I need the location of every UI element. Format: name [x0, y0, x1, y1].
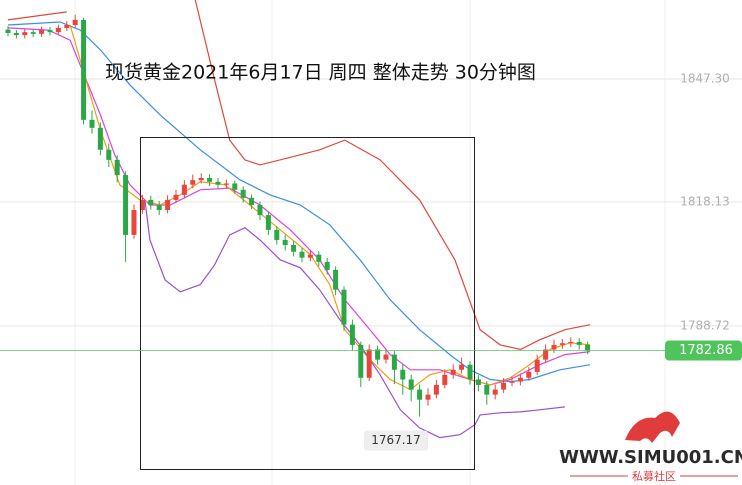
candle-body: [114, 159, 120, 176]
vertical-grid: [74, 0, 666, 485]
labels: 1847.30 1818.13 1788.72 1782.86 1767.17: [0, 71, 742, 451]
candle-body: [257, 204, 263, 216]
candle-body: [64, 24, 70, 28]
candle-body: [22, 32, 28, 36]
indicator-line: [144, 199, 565, 439]
candle-body: [459, 364, 465, 370]
candle-body: [173, 194, 179, 200]
candle-body: [274, 229, 280, 240]
candle-body: [492, 389, 498, 395]
candle-body: [97, 127, 103, 150]
watermark-name: 私募社区: [632, 469, 676, 483]
candle-body: [282, 239, 288, 246]
candle-body: [5, 29, 11, 34]
candle-body: [30, 32, 36, 34]
candle-body: [81, 19, 87, 120]
highlight-box: [140, 137, 475, 470]
candle-body: [55, 27, 61, 33]
y-tick-label: 1818.13: [680, 194, 730, 208]
candle-body: [450, 369, 456, 375]
candle-body: [299, 251, 305, 258]
chart-title: 现货黄金2021年6月17日 周四 整体走势 30分钟图: [105, 62, 536, 84]
candle-body: [148, 199, 154, 205]
candle-body: [517, 377, 523, 382]
candle-body: [375, 349, 381, 360]
candle-body: [47, 30, 53, 33]
watermark-logo: [625, 411, 680, 443]
candle-body: [543, 349, 549, 360]
last-price-label: 1782.86: [679, 343, 733, 358]
candle-body: [509, 381, 515, 383]
candle-body: [207, 177, 213, 182]
candle-body: [265, 215, 271, 230]
candle-body: [89, 119, 95, 128]
candle-body: [568, 341, 574, 344]
candle-body: [551, 344, 557, 350]
watermark: WWW.SIMU001.CN 私募社区: [559, 411, 742, 483]
candle-body: [585, 344, 591, 351]
candle-body: [165, 199, 171, 211]
candle-body: [408, 379, 414, 390]
low-label-box: [364, 430, 428, 451]
candle-body: [484, 384, 490, 395]
candle-body: [526, 371, 532, 378]
y-tick-label: 1847.30: [680, 71, 730, 85]
indicator-line: [194, 0, 591, 351]
candle-body: [291, 245, 297, 252]
candle-body: [240, 189, 246, 198]
candles: [5, 14, 591, 417]
candle-body: [349, 324, 355, 345]
watermark-site: WWW.SIMU001.CN: [559, 447, 742, 468]
candle-body: [467, 364, 473, 380]
candle-body: [72, 19, 78, 25]
candle-body: [475, 379, 481, 385]
candle-body: [341, 289, 347, 325]
indicator-line: [7, 11, 67, 21]
candle-body: [181, 184, 187, 195]
candle-body: [215, 181, 221, 185]
candle-body: [131, 210, 137, 235]
candle-body: [383, 354, 389, 360]
candle-body: [433, 384, 439, 395]
candle-body: [156, 204, 162, 211]
candle-body: [139, 199, 145, 211]
candle-body: [559, 343, 565, 345]
candle-body: [576, 341, 582, 345]
candle-body: [425, 394, 431, 400]
candle-body: [501, 382, 507, 390]
candle-body: [400, 369, 406, 380]
candle-body: [223, 183, 229, 185]
candle-body: [106, 149, 112, 160]
candle-body: [534, 359, 540, 372]
candle-body: [442, 374, 448, 385]
y-tick-label: 1788.72: [680, 318, 730, 332]
candle-body: [123, 175, 129, 235]
candle-body: [198, 177, 204, 181]
candle-body: [316, 254, 322, 262]
candle-body: [358, 344, 364, 378]
low-label: 1767.17: [371, 433, 421, 447]
candle-body: [249, 197, 255, 205]
candle-body: [417, 389, 423, 400]
candle-body: [324, 261, 330, 270]
candle-body: [391, 354, 397, 370]
candle-body: [366, 349, 372, 378]
candle-body: [307, 254, 313, 258]
candle-body: [190, 180, 196, 185]
candle-body: [232, 183, 238, 190]
candle-body: [39, 30, 45, 34]
candle-body: [333, 269, 339, 290]
candle-body: [13, 33, 19, 36]
last-price-box: [665, 340, 742, 361]
